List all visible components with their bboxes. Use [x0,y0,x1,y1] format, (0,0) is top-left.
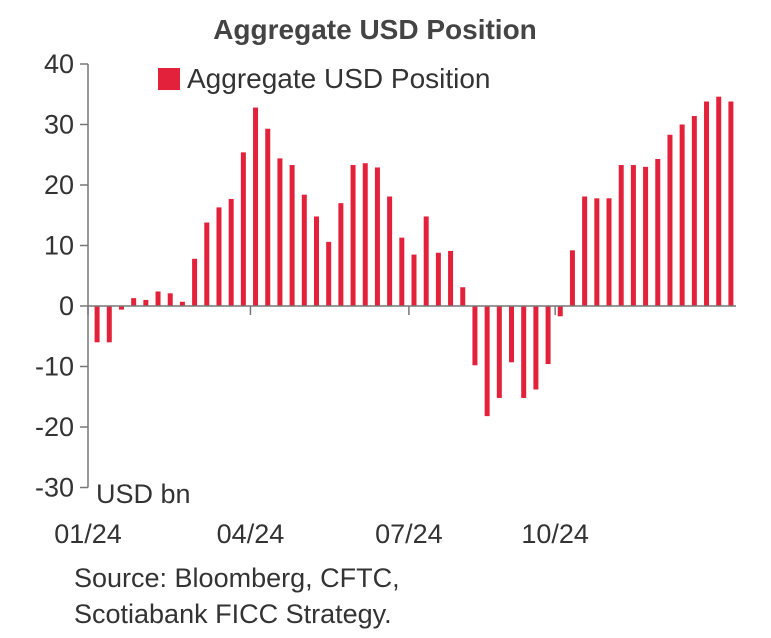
bar [728,101,734,306]
bar [179,301,185,306]
bar [643,166,649,306]
bar [167,293,173,307]
bar [313,216,319,306]
bar [716,96,722,306]
bar [569,250,575,306]
bar [460,287,466,306]
bar [582,196,588,307]
bar [667,134,673,306]
bar [484,306,490,417]
bar [387,196,393,307]
source-line-2: Scotiabank FICC Strategy. [74,599,392,629]
legend-label: Aggregate USD Position [187,63,491,94]
bar [496,306,502,398]
y-tick-label: -20 [35,412,74,442]
bar [509,306,515,363]
bar [533,306,539,390]
bar [253,107,259,306]
bar [94,306,100,343]
bar [240,152,246,306]
legend-swatch [158,68,180,90]
y-tick-label: -10 [35,352,74,382]
bar [399,237,405,306]
y-tick-label: 10 [44,231,74,261]
x-tick-label: 10/24 [521,519,589,549]
bar [289,165,295,306]
bar [118,306,124,310]
y-tick-label: 40 [44,49,74,79]
bar [557,306,563,317]
bars [94,96,734,417]
bar [228,198,234,306]
x-axis-ticks: 01/24 04/24 07/24 10/24 [54,306,589,549]
bar [448,250,454,306]
x-tick-label: 04/24 [217,519,285,549]
bar [106,306,112,343]
chart-area: Aggregate USD Position Aggregate USD Pos… [35,14,736,549]
bar [131,298,137,306]
bar [472,306,478,366]
bar [423,216,429,306]
bar [411,254,417,306]
bar [350,165,356,306]
bar [630,165,636,306]
bar [655,158,661,306]
bar [594,198,600,306]
legend: Aggregate USD Position [158,63,491,94]
y-axis-unit-label: USD bn [96,479,191,509]
bar [521,306,527,398]
x-tick-label: 07/24 [375,519,443,549]
bar [143,299,149,306]
x-tick-label: 01/24 [54,519,122,549]
bar [216,207,222,306]
bar [338,203,344,306]
y-axis-ticks: -30 -20 -10 0 10 20 30 40 [35,49,88,503]
y-tick-label: -30 [35,473,74,503]
bar [691,116,697,306]
bar [326,241,332,306]
y-tick-label: 0 [59,291,74,321]
bar [374,167,380,306]
bar [362,163,368,306]
source-note: Source: Bloomberg, CFTC, Scotiabank FICC… [74,560,400,632]
bar [704,101,710,306]
bar [277,158,283,306]
bar [192,258,198,306]
bar [606,198,612,306]
chart-title: Aggregate USD Position [213,14,537,45]
bar [679,124,685,306]
axes [87,64,736,488]
y-tick-label: 30 [44,110,74,140]
bar [545,306,551,365]
source-line-1: Source: Bloomberg, CFTC, [74,563,400,593]
bar [204,222,210,306]
bar [155,291,161,306]
y-tick-label: 20 [44,170,74,200]
bar [301,194,307,306]
bar [265,128,271,306]
bar [618,165,624,306]
bar [435,252,441,306]
